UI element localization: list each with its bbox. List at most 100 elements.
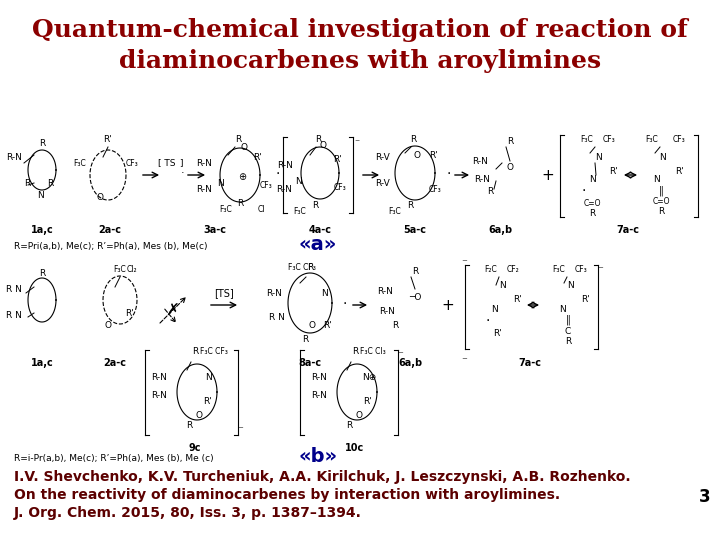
Text: R N: R N [6, 286, 22, 294]
Text: R: R [39, 268, 45, 278]
Text: R: R [487, 187, 493, 197]
Text: F₂C: F₂C [485, 265, 497, 273]
Text: R': R' [513, 294, 521, 303]
Text: F₃C CF₃: F₃C CF₃ [200, 348, 228, 356]
Text: R: R [407, 200, 413, 210]
Text: N: N [595, 152, 601, 161]
Text: ‖: ‖ [566, 315, 570, 325]
Text: 3: 3 [698, 488, 710, 506]
Text: N: N [654, 174, 660, 184]
Text: ⁻: ⁻ [397, 350, 403, 360]
Text: R': R' [610, 166, 618, 176]
Text: R: R [589, 208, 595, 218]
Text: 7a-c: 7a-c [518, 358, 541, 368]
Text: N: N [490, 305, 498, 314]
Text: N: N [559, 305, 565, 314]
Text: N: N [499, 280, 505, 289]
Text: 4a-c: 4a-c [308, 225, 331, 235]
Text: +: + [541, 167, 554, 183]
Text: ─O: ─O [409, 293, 421, 301]
Text: N: N [206, 374, 212, 382]
Text: N: N [589, 174, 595, 184]
Text: F₃C: F₃C [388, 207, 401, 217]
Text: R: R [47, 179, 53, 187]
Text: «b»: «b» [298, 447, 338, 465]
Text: R-N: R-N [276, 185, 292, 193]
Text: ⁻: ⁻ [461, 258, 467, 268]
Text: ⊕: ⊕ [238, 172, 246, 182]
Text: Cl₂: Cl₂ [127, 266, 138, 274]
Text: ✗: ✗ [166, 302, 179, 318]
Text: R: R [565, 336, 571, 346]
Text: R': R' [363, 397, 372, 407]
Text: ⋅: ⋅ [582, 184, 586, 198]
Text: R: R [352, 348, 358, 356]
Text: Cl: Cl [258, 206, 266, 214]
Text: R: R [346, 422, 352, 430]
Text: On the reactivity of diaminocarbenes by interaction with aroylimines.: On the reactivity of diaminocarbenes by … [14, 488, 560, 502]
Text: R': R' [323, 321, 333, 329]
Text: R=i-Pr(a,b), Me(c); R’=Ph(a), Mes (b), Me (c): R=i-Pr(a,b), Me(c); R’=Ph(a), Mes (b), M… [14, 454, 214, 462]
Text: R: R [315, 134, 321, 144]
Text: R': R' [253, 152, 262, 161]
Text: F₃C: F₃C [114, 266, 127, 274]
Text: CF₃: CF₃ [334, 183, 347, 192]
Text: R': R' [580, 294, 590, 303]
Text: Quantum-chemical investigation of reaction of
diaminocarbenes with aroylimines: Quantum-chemical investigation of reacti… [32, 18, 688, 73]
Text: R-N: R-N [277, 160, 293, 170]
Text: C=O: C=O [652, 197, 670, 206]
Text: R-N: R-N [151, 392, 167, 401]
Text: +: + [441, 298, 454, 313]
Text: R-V: R-V [375, 152, 390, 161]
Text: F₃C: F₃C [220, 206, 232, 214]
Text: R': R' [428, 151, 437, 159]
Text: O: O [506, 163, 513, 172]
Text: ]: ] [179, 159, 183, 167]
Text: 2a-c: 2a-c [104, 358, 127, 368]
Text: R': R' [125, 308, 135, 318]
Text: R: R [302, 335, 308, 345]
Text: F₃C Cl₃: F₃C Cl₃ [360, 348, 386, 356]
Text: R: R [412, 267, 418, 275]
Text: 5a-c: 5a-c [403, 225, 426, 235]
Text: I.V. Shevchenko, K.V. Turcheniuk, A.A. Kirilchuk, J. Leszczynski, A.B. Rozhenko.: I.V. Shevchenko, K.V. Turcheniuk, A.A. K… [14, 470, 631, 484]
Text: F₃C: F₃C [552, 265, 565, 273]
Text: N: N [660, 152, 667, 161]
Text: R: R [186, 422, 192, 430]
Text: O: O [320, 141, 326, 151]
Text: 6a,b: 6a,b [488, 225, 512, 235]
Text: 2a-c: 2a-c [99, 225, 122, 235]
Text: CF₃: CF₃ [429, 185, 442, 193]
Text: R': R' [104, 136, 112, 145]
Text: 9c: 9c [189, 443, 202, 453]
Text: «a»: «a» [299, 234, 337, 253]
Text: O: O [196, 411, 202, 421]
Text: ‖: ‖ [659, 186, 663, 196]
Text: 8a-c: 8a-c [298, 358, 322, 368]
Text: R: R [39, 138, 45, 147]
Text: ⁻: ⁻ [597, 265, 603, 275]
Text: C: C [565, 327, 571, 335]
Text: R N: R N [269, 313, 285, 321]
Text: R: R [392, 321, 398, 329]
Text: R: R [410, 134, 416, 144]
Text: F₃C: F₃C [645, 134, 658, 144]
Text: N⊕: N⊕ [362, 374, 376, 382]
Text: O: O [96, 192, 104, 201]
Text: N: N [567, 280, 573, 289]
Text: R: R [658, 207, 664, 217]
Text: F₃C: F₃C [73, 159, 86, 167]
Text: C=O: C=O [583, 199, 600, 207]
Text: 6a,b: 6a,b [398, 358, 422, 368]
Text: ⁻: ⁻ [237, 425, 243, 435]
Text: R=Pri(a,b), Me(c); R’=Ph(a), Mes (b), Me(c): R=Pri(a,b), Me(c); R’=Ph(a), Mes (b), Me… [14, 241, 207, 251]
Text: R-V: R-V [375, 179, 390, 187]
Text: R: R [507, 137, 513, 145]
Text: .: . [447, 163, 451, 177]
Text: O: O [104, 321, 112, 329]
Text: 1a,c: 1a,c [31, 358, 53, 368]
Text: R': R' [333, 154, 343, 164]
Text: R-N: R-N [196, 185, 212, 193]
Text: R-N: R-N [472, 157, 488, 165]
Text: O: O [413, 151, 420, 159]
